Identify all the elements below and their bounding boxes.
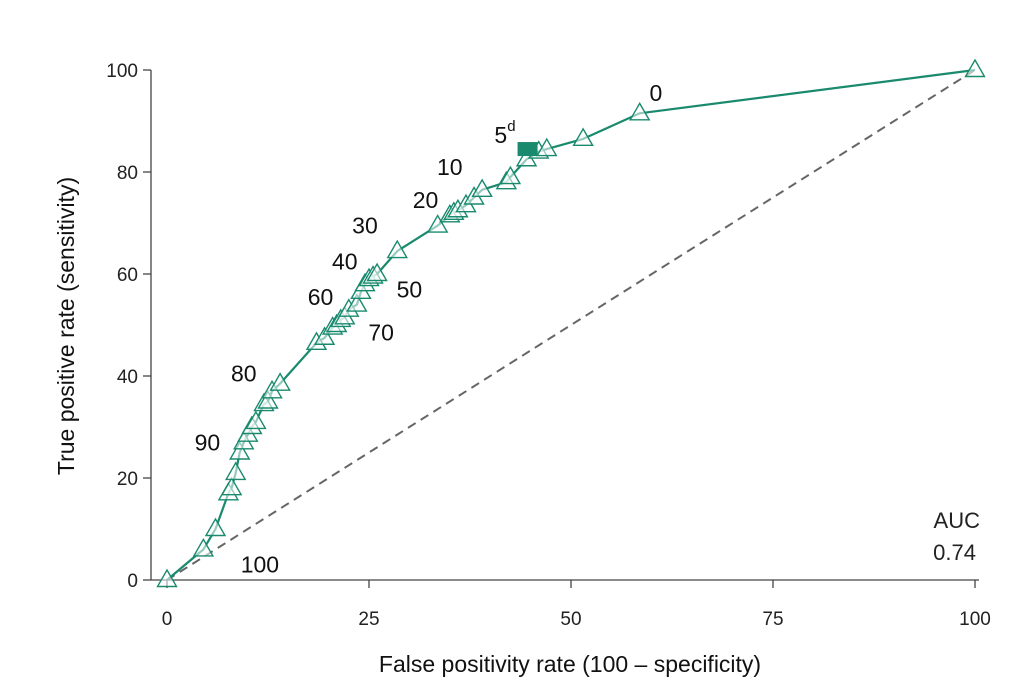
roc-point-marker: [156, 568, 178, 588]
roc-point-marker: [366, 262, 388, 282]
highlight-point-label: 5d: [494, 118, 515, 148]
roc-point-marker: [536, 137, 558, 157]
threshold-label: 10: [437, 154, 463, 180]
y-tick-label: 100: [106, 61, 138, 82]
threshold-label: 30: [352, 213, 378, 239]
roc-point-marker: [204, 517, 227, 537]
roc-point-marker: [964, 58, 986, 78]
y-tick-label: 0: [127, 571, 138, 592]
highlight-label-main: 5: [494, 122, 507, 148]
highlight-point-marker: [517, 142, 538, 157]
x-tick-label: 50: [560, 609, 581, 630]
roc-point-marker: [257, 390, 279, 409]
roc-point-marker: [269, 372, 291, 391]
reference-diagonal-line: [166, 69, 976, 581]
x-tick-label: 0: [162, 609, 173, 630]
roc-point-marker: [224, 461, 247, 481]
roc-point-marker: [471, 178, 493, 198]
threshold-label: 80: [231, 360, 257, 386]
threshold-label: 100: [241, 552, 279, 578]
roc-point-marker: [386, 239, 408, 259]
auc-label: AUC: [934, 508, 981, 533]
x-axis-title: False positivity rate (100 – specificity…: [379, 651, 761, 677]
y-ticks: 0 20 40 60 80 100: [106, 61, 151, 592]
threshold-label: 0: [649, 80, 662, 106]
auc-value: 0.74: [933, 540, 976, 565]
roc-point-marker: [192, 537, 215, 557]
y-tick-label: 20: [117, 469, 138, 490]
y-tick-label: 40: [117, 367, 138, 388]
y-axis-title: True positive rate (sensitivity): [53, 177, 79, 475]
roc-point-marker: [628, 101, 651, 121]
x-tick-label: 75: [762, 609, 783, 630]
threshold-label: 60: [308, 284, 334, 310]
roc-point-marker: [220, 476, 243, 496]
threshold-label: 70: [368, 320, 394, 346]
y-tick-label: 80: [117, 163, 138, 184]
roc-point-marker: [313, 326, 336, 345]
highlight-label-superscript: d: [507, 118, 515, 135]
threshold-label: 20: [413, 187, 439, 213]
roc-point-marker: [245, 410, 267, 430]
roc-point-marker: [572, 127, 594, 147]
threshold-label: 50: [397, 276, 423, 302]
threshold-labels: 0 10 20 30 40 50 60 70 80 90 100: [195, 80, 663, 578]
x-ticks: 0 25 50 75 100: [162, 580, 991, 630]
threshold-label: 90: [195, 429, 221, 455]
threshold-label: 40: [332, 248, 358, 274]
roc-point-markers: [156, 58, 986, 588]
roc-point-marker: [499, 165, 522, 185]
x-tick-label: 25: [358, 609, 379, 630]
roc-point-marker: [426, 214, 449, 233]
roc-point-marker: [229, 441, 251, 460]
roc-point-marker: [346, 293, 368, 312]
y-tick-label: 60: [117, 265, 138, 286]
x-tick-label: 100: [959, 609, 991, 630]
